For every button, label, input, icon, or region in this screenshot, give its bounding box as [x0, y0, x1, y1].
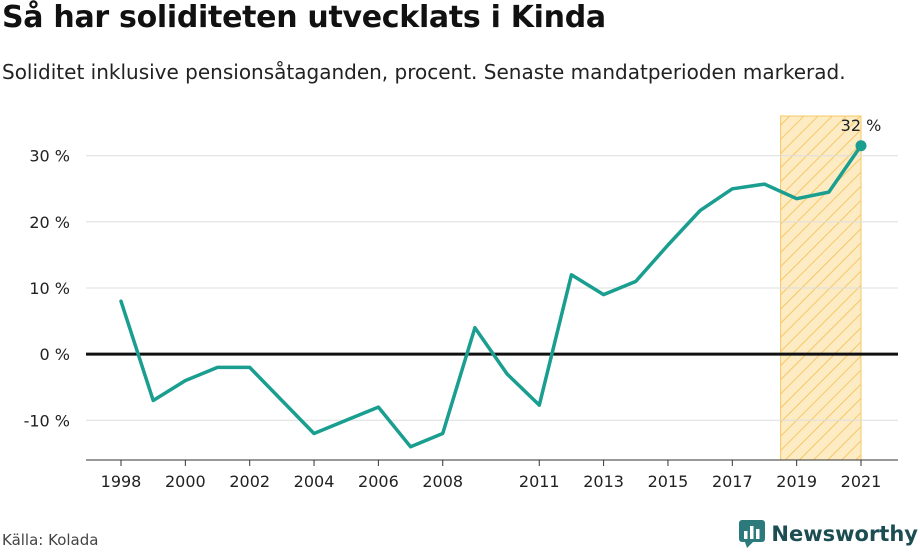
y-tick-label: 0 % — [40, 345, 70, 364]
last-value-label: 32 % — [841, 116, 882, 135]
x-tick-label: 2017 — [712, 472, 753, 491]
x-tick-label: 2015 — [648, 472, 689, 491]
y-tick-label: 20 % — [29, 213, 70, 232]
chart-subtitle: Soliditet inklusive pensionsåtaganden, p… — [2, 60, 846, 84]
bar-chart-speech-icon — [739, 520, 766, 548]
brand-logo[interactable]: Newsworthy — [739, 520, 918, 548]
x-tick-label: 2011 — [519, 472, 560, 491]
x-tick-label: 2004 — [294, 472, 335, 491]
series-line — [119, 144, 863, 449]
y-tick-label: 10 % — [29, 279, 70, 298]
brand-name: Newsworthy — [771, 522, 918, 546]
x-tick-label: 2000 — [165, 472, 206, 491]
x-tick-label: 2019 — [776, 472, 817, 491]
x-tick-label: 1998 — [101, 472, 142, 491]
x-tick-label: 2008 — [422, 472, 463, 491]
x-tick-label: 2006 — [358, 472, 399, 491]
x-tick-label: 2021 — [841, 472, 882, 491]
x-tick-label: 2002 — [229, 472, 270, 491]
last-data-point — [855, 140, 867, 152]
y-tick-label: 30 % — [29, 147, 70, 166]
x-tick-label: 2013 — [583, 472, 624, 491]
line-chart: -10 % 0 % 10 % 20 % 30 % 1998 2000 2002 2004 200… — [24, 115, 898, 491]
source-note: Källa: Kolada — [2, 531, 99, 549]
y-tick-label: -10 % — [24, 411, 70, 430]
chart-title: Så har soliditeten utvecklats i Kinda — [2, 0, 606, 35]
